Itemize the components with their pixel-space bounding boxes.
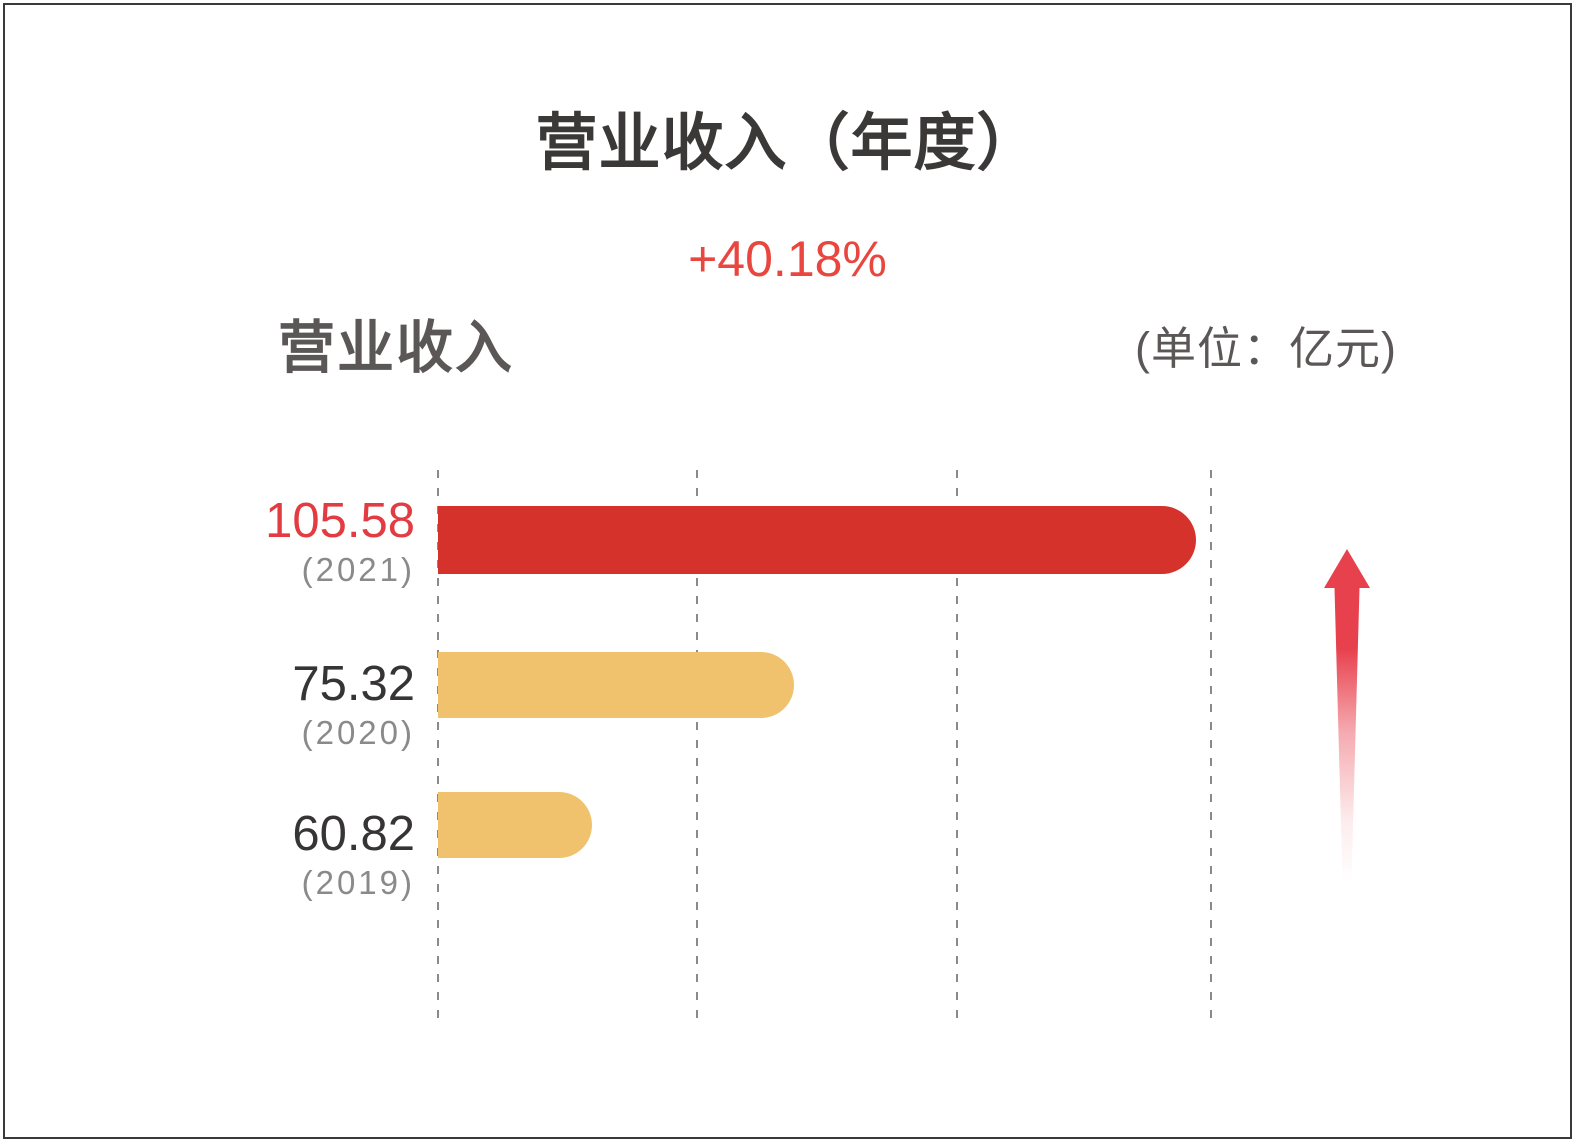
value-label-2019: 60.82 (2019) — [292, 807, 415, 901]
unit-label: (单位：亿元) — [1135, 323, 1397, 374]
gridline — [437, 470, 439, 1028]
value-year: (2021) — [301, 551, 415, 588]
growth-arrow-icon — [1324, 549, 1370, 881]
bar-2021 — [438, 506, 1196, 574]
gridline — [1210, 470, 1212, 1028]
value-number: 60.82 — [292, 807, 415, 861]
bar-2019 — [438, 792, 592, 858]
value-label-2021: 105.58 (2021) — [265, 494, 415, 588]
bar-2020 — [438, 652, 794, 718]
gridline — [956, 470, 958, 1028]
series-label: 营业收入 — [278, 316, 514, 380]
value-number: 105.58 — [265, 494, 415, 548]
value-number: 75.32 — [292, 657, 415, 711]
value-year: (2019) — [301, 864, 415, 901]
value-year: (2020) — [301, 714, 415, 751]
gridline — [696, 470, 698, 1028]
growth-percentage-label: +40.18% — [688, 231, 887, 287]
chart-title: 营业收入（年度） — [535, 109, 1040, 178]
value-label-2020: 75.32 (2020) — [292, 657, 415, 751]
